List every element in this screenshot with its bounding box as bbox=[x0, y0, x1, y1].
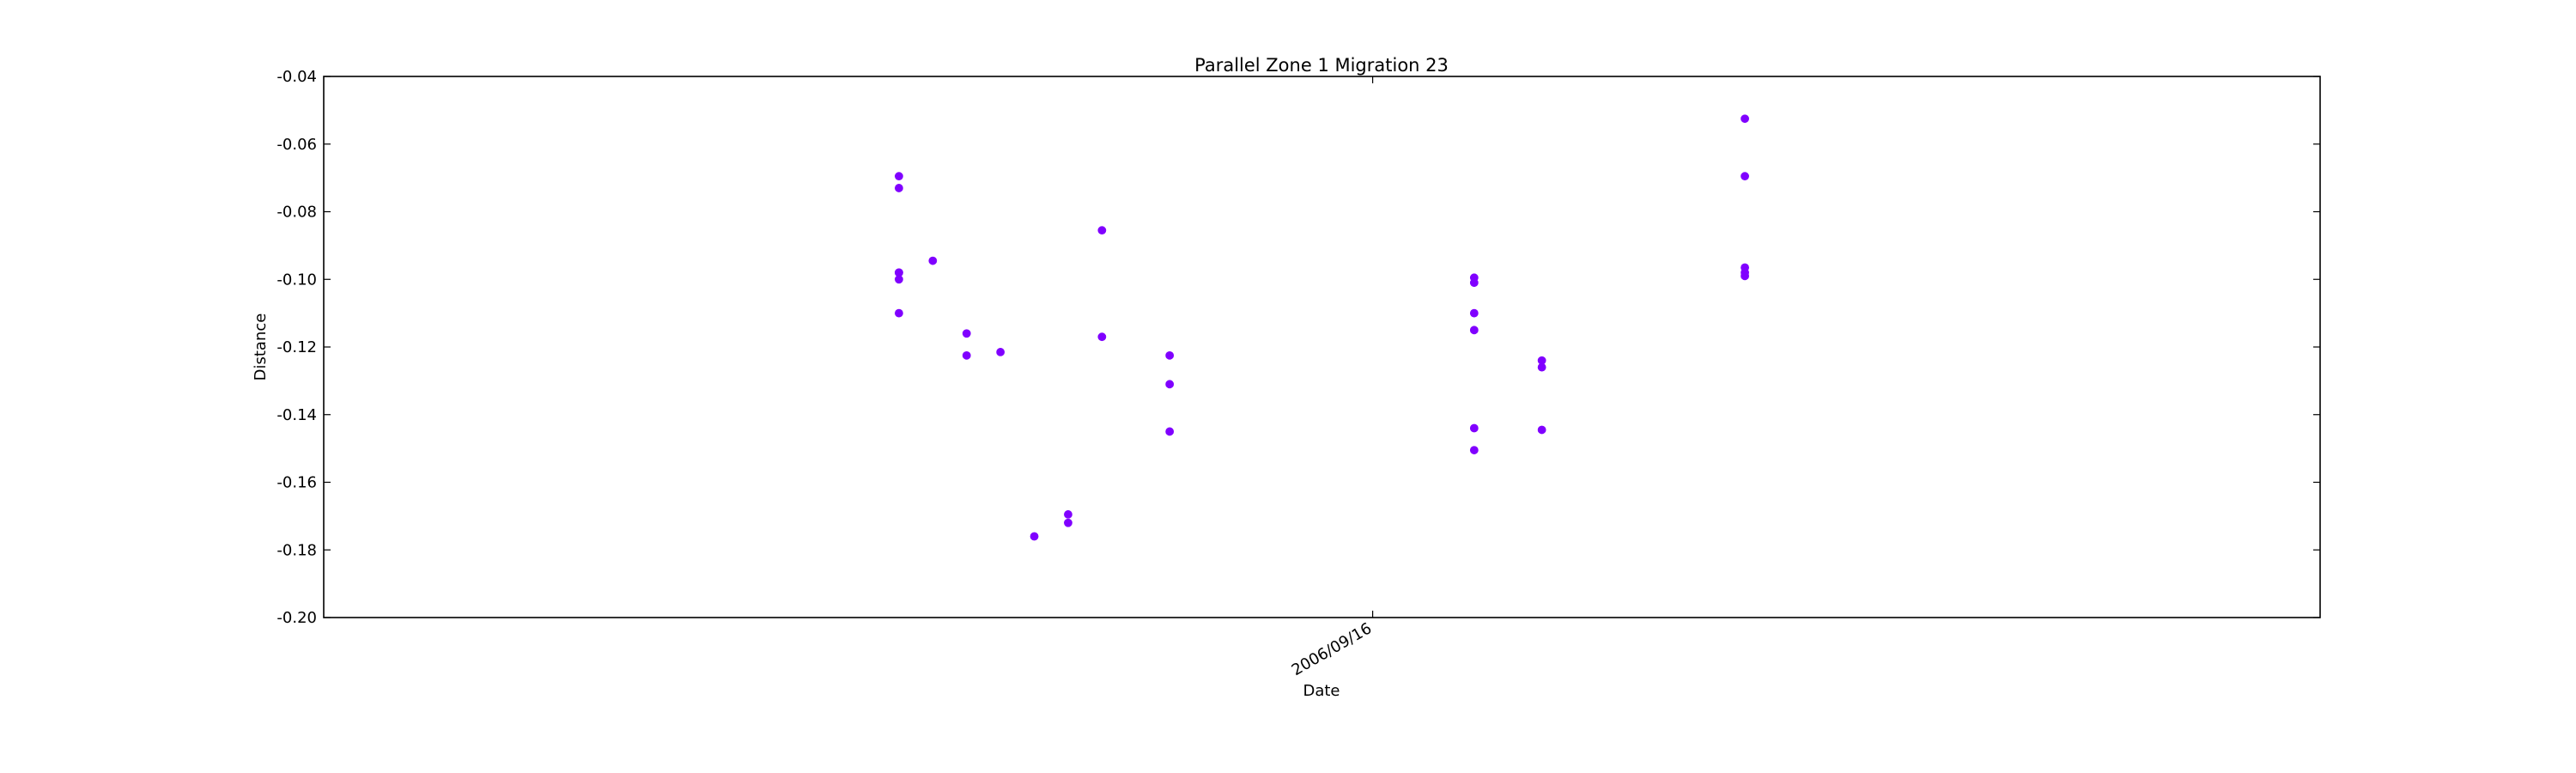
data-points bbox=[895, 114, 1749, 541]
data-point bbox=[1741, 114, 1749, 124]
data-point bbox=[1741, 172, 1749, 181]
data-point bbox=[1165, 427, 1175, 436]
data-point bbox=[1537, 425, 1546, 435]
x-axis-label: Date bbox=[1303, 682, 1340, 700]
data-point bbox=[1469, 308, 1479, 318]
data-point bbox=[1064, 510, 1072, 519]
chart-title: Parallel Zone 1 Migration 23 bbox=[1194, 55, 1449, 76]
data-point bbox=[895, 308, 903, 318]
data-point bbox=[1741, 271, 1749, 281]
data-point bbox=[1165, 350, 1175, 360]
data-point bbox=[1537, 362, 1546, 372]
data-point bbox=[895, 172, 903, 181]
y-tick-label: -0.20 bbox=[276, 609, 317, 627]
y-axis: -0.04 -0.06 -0.08 -0.10 -0.12 -0.14 -0.16 -0.18… bbox=[276, 68, 2320, 627]
y-tick-label: -0.08 bbox=[276, 204, 317, 222]
data-point bbox=[1097, 226, 1107, 235]
data-point bbox=[1165, 380, 1175, 389]
y-tick-label: -0.06 bbox=[276, 136, 317, 154]
y-tick-label: -0.16 bbox=[276, 474, 317, 492]
data-point bbox=[1469, 326, 1479, 335]
data-point bbox=[1030, 532, 1039, 541]
data-point bbox=[1064, 518, 1072, 527]
data-point bbox=[1469, 278, 1479, 288]
y-tick-label: -0.10 bbox=[276, 271, 317, 289]
data-point bbox=[962, 329, 971, 338]
data-point bbox=[895, 275, 903, 284]
data-point bbox=[1469, 446, 1479, 454]
data-point bbox=[895, 184, 903, 192]
data-point bbox=[962, 350, 971, 360]
data-point bbox=[1097, 332, 1107, 342]
y-tick-label: -0.14 bbox=[276, 406, 317, 424]
data-point bbox=[928, 256, 938, 265]
data-point bbox=[996, 348, 1005, 356]
data-point bbox=[1469, 423, 1479, 433]
y-axis-label: Distance bbox=[252, 313, 270, 381]
y-tick-label: -0.12 bbox=[276, 338, 317, 356]
plot-area bbox=[323, 76, 2321, 618]
y-tick-label: -0.18 bbox=[276, 541, 317, 559]
y-tick-label: -0.04 bbox=[276, 68, 317, 86]
